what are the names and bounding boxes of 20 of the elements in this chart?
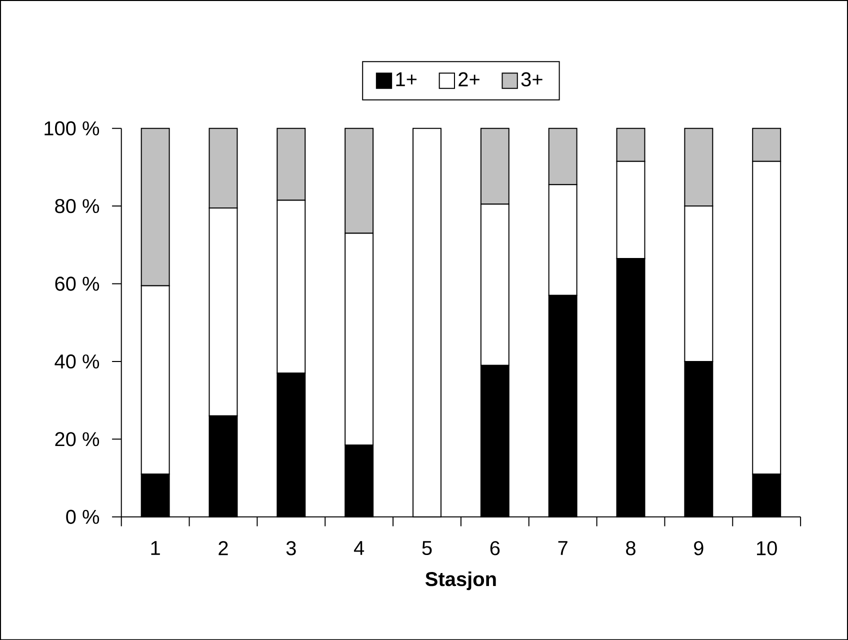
x-tick-label: 9: [694, 541, 704, 556]
x-tick-label: 8: [626, 541, 636, 556]
x-tick-label: 7: [558, 541, 568, 555]
legend-label: 1+: [396, 72, 417, 86]
x-tick-label: 3: [286, 541, 296, 556]
x-tick-label: 2: [218, 541, 228, 555]
y-tick-label: 80 %: [55, 198, 100, 213]
x-tick-label: 4: [354, 541, 364, 555]
y-tick-label: 100 %: [44, 121, 100, 136]
x-tick-label: 5: [422, 541, 432, 555]
x-tick-label: 1: [151, 541, 160, 555]
x-axis-title: Stasjon: [425, 571, 496, 590]
legend-label: 3+: [521, 72, 542, 86]
y-tick-label: 40 %: [54, 354, 100, 368]
x-tick-label: 6: [490, 541, 500, 556]
y-tick-label: 0 %: [66, 510, 100, 524]
y-tick-label: 60 %: [55, 276, 100, 291]
legend-label: 2+: [458, 72, 480, 86]
y-tick-label: 20 %: [55, 432, 100, 446]
x-tick-label: 10: [757, 541, 777, 556]
